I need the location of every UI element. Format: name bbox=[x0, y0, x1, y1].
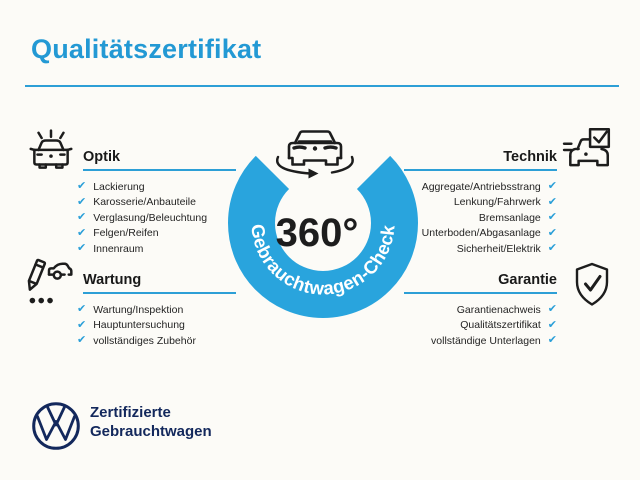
footer-brand-line2: Gebrauchtwagen bbox=[90, 423, 212, 440]
checklist-item-label: Innenraum bbox=[93, 242, 144, 255]
check-icon: ✔ bbox=[547, 242, 557, 255]
footer-brand-text: Zertifizierte Gebrauchtwagen bbox=[90, 403, 212, 441]
wartung-checklist: ✔ Wartung/Inspektion ✔ Hauptuntersuchung ✔… bbox=[77, 302, 196, 349]
check-icon: ✔ bbox=[77, 303, 87, 316]
checklist-item: Garantienachweis ✔ bbox=[457, 302, 557, 318]
optik-checklist: ✔ Lackierung ✔ Karosserie/Anbauteile ✔ Verg… bbox=[77, 179, 207, 257]
rotation-arrowhead bbox=[308, 168, 319, 179]
section-title-optik: Optik bbox=[83, 149, 121, 165]
shiny-car-front-icon bbox=[29, 129, 73, 169]
checklist-item: ✔ Karosserie/Anbauteile bbox=[77, 195, 207, 211]
checklist-item-label: vollständige Unterlagen bbox=[431, 334, 541, 347]
technik-checklist: Aggregate/Antriebsstrang ✔ Lenkung/Fahrwe… bbox=[380, 179, 557, 257]
footer-brand-line1: Zertifizierte bbox=[90, 404, 171, 421]
check-icon: ✔ bbox=[77, 318, 87, 331]
check-icon: ✔ bbox=[547, 180, 557, 193]
checklist-item-label: Lackierung bbox=[93, 180, 145, 193]
check-icon: ✔ bbox=[77, 211, 87, 224]
checklist-item-label: Garantienachweis bbox=[456, 303, 541, 316]
checklist-item: Unterboden/Abgasanlage ✔ bbox=[422, 226, 557, 242]
checklist-item-label: Unterboden/Abgasanlage bbox=[421, 227, 541, 240]
section-title-wartung: Wartung bbox=[83, 272, 142, 288]
checklist-item-label: Aggregate/Antriebsstrang bbox=[421, 180, 541, 193]
check-icon: ✔ bbox=[77, 242, 87, 255]
checklist-item-label: Lenkung/Fahrwerk bbox=[453, 196, 541, 209]
check-icon: ✔ bbox=[77, 180, 87, 193]
checklist-item: ✔ Innenraum bbox=[77, 241, 207, 257]
checklist-item: ✔ vollständiges Zubehör bbox=[77, 333, 196, 349]
degree-label: 360° bbox=[276, 211, 359, 255]
wartung-divider bbox=[83, 292, 236, 294]
check-icon: ✔ bbox=[547, 195, 557, 208]
check-icon: ✔ bbox=[77, 226, 87, 239]
garantie-checklist: Garantienachweis ✔ Qualitätszertifikat ✔ v… bbox=[380, 302, 557, 349]
section-title-technik: Technik bbox=[503, 149, 557, 165]
checklist-item: Qualitätszertifikat ✔ bbox=[460, 318, 557, 334]
checklist-item-label: Karosserie/Anbauteile bbox=[93, 196, 196, 209]
checklist-item-label: Sicherheit/Elektrik bbox=[456, 242, 541, 255]
car-checkbox-icon bbox=[562, 127, 611, 167]
checklist-item-label: Felgen/Reifen bbox=[93, 227, 159, 240]
badge-ring bbox=[228, 155, 418, 318]
checklist-item: ✔ Verglasung/Beleuchtung bbox=[77, 210, 207, 226]
vw-logo bbox=[32, 402, 80, 450]
checklist-item-label: Verglasung/Beleuchtung bbox=[93, 211, 208, 224]
checklist-item: Bremsanlage ✔ bbox=[479, 210, 557, 226]
pencil-car-checklist-icon bbox=[27, 258, 73, 304]
checklist-item: ✔ Felgen/Reifen bbox=[77, 226, 207, 242]
checklist-item-label: Bremsanlage bbox=[478, 211, 541, 224]
check-icon: ✔ bbox=[77, 334, 87, 347]
checklist-item: ✔ Wartung/Inspektion bbox=[77, 302, 196, 318]
technik-divider bbox=[404, 169, 557, 171]
section-title-garantie: Garantie bbox=[498, 272, 557, 288]
checklist-item: Sicherheit/Elektrik ✔ bbox=[457, 241, 557, 257]
check-icon: ✔ bbox=[547, 334, 557, 347]
checklist-item-label: Qualitätszertifikat bbox=[460, 319, 541, 332]
garantie-divider bbox=[404, 292, 557, 294]
360-check-badge: Gebrauchtwagen-Check 360° bbox=[228, 130, 418, 318]
checklist-item: ✔ Hauptuntersuchung bbox=[77, 318, 196, 334]
check-icon: ✔ bbox=[77, 195, 87, 208]
check-icon: ✔ bbox=[547, 226, 557, 239]
check-icon: ✔ bbox=[547, 303, 557, 316]
optik-divider bbox=[83, 169, 236, 171]
shield-check-icon bbox=[575, 262, 609, 306]
page-title: Qualitätszertifikat bbox=[31, 34, 262, 64]
checklist-item-label: Wartung/Inspektion bbox=[93, 303, 184, 316]
checklist-item: ✔ Lackierung bbox=[77, 179, 207, 195]
header-divider bbox=[25, 85, 619, 87]
checklist-item-label: Hauptuntersuchung bbox=[93, 319, 185, 332]
checklist-item: Aggregate/Antriebsstrang ✔ bbox=[422, 179, 557, 195]
checklist-item-label: vollständiges Zubehör bbox=[93, 334, 196, 347]
car-360-rotation-icon bbox=[276, 130, 354, 175]
check-icon: ✔ bbox=[547, 318, 557, 331]
checklist-item: Lenkung/Fahrwerk ✔ bbox=[454, 195, 557, 211]
check-icon: ✔ bbox=[547, 211, 557, 224]
checklist-item: vollständige Unterlagen ✔ bbox=[431, 333, 557, 349]
